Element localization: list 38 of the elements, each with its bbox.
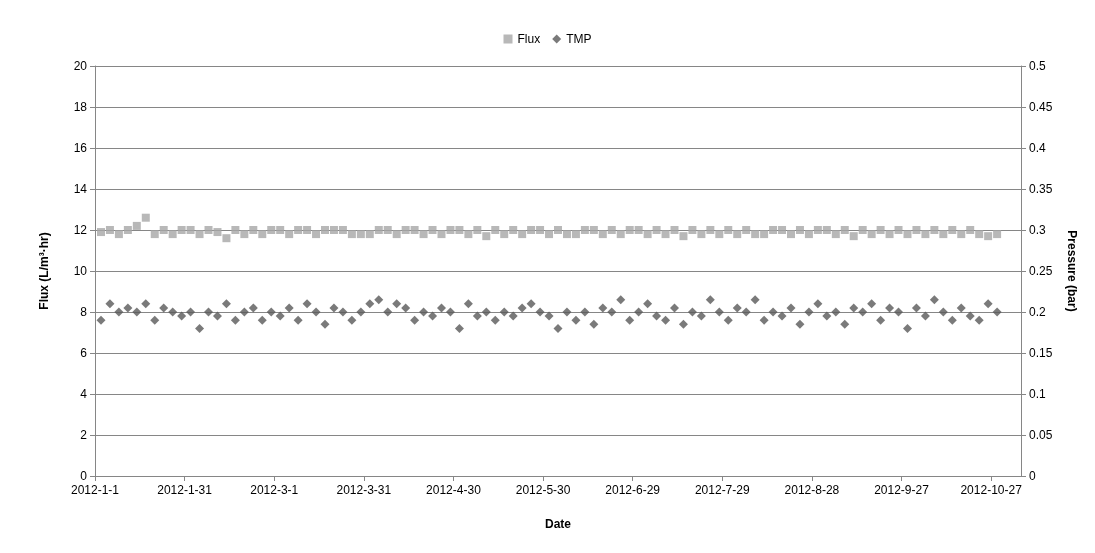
x-tick-label: 2012-3-31 [336, 483, 392, 497]
y-tick-label: 18 [73, 100, 88, 114]
y2-tick-label: 0.5 [1029, 59, 1047, 73]
y-tick-label: 14 [73, 182, 88, 196]
legend-label: TMP [566, 32, 592, 46]
x-tick-label: 2012-3-1 [250, 483, 299, 497]
y2-tick-label: 0.45 [1029, 100, 1053, 114]
y2-tick-label: 0.1 [1029, 387, 1047, 401]
x-tick-label: 2012-1-1 [70, 483, 120, 497]
y-tick-label: 12 [73, 223, 88, 237]
y-tick-label: 8 [80, 305, 88, 319]
y2-tick-label: 0.15 [1029, 346, 1053, 360]
x-tick-label: 2012-1-31 [157, 483, 213, 497]
y-tick-label: 20 [73, 59, 88, 73]
y2-tick-label: 0.25 [1029, 264, 1053, 278]
y-tick-label: 6 [80, 346, 88, 360]
y2-tick-label: 0.2 [1029, 305, 1047, 319]
y2-tick-label: 0.4 [1029, 141, 1047, 155]
x-tick-label: 2012-7-29 [694, 483, 750, 497]
y2-tick-label: 0.05 [1029, 428, 1053, 442]
x-tick-label: 2012-5-30 [515, 483, 571, 497]
y-tick-label: 16 [73, 141, 88, 155]
x-tick-label: 2012-6-29 [605, 483, 661, 497]
x-axis-title: Date [544, 517, 572, 531]
x-tick-label: 2012-10-27 [960, 483, 1023, 497]
y2-axis-title: Pressure (bar) [1065, 230, 1079, 312]
x-tick-label: 2012-8-28 [784, 483, 840, 497]
x-tick-label: 2012-4-30 [426, 483, 482, 497]
x-tick-label: 2012-9-27 [874, 483, 930, 497]
y2-tick-label: 0.3 [1029, 223, 1047, 237]
legend-label: Flux [517, 32, 541, 46]
y2-tick-label: 0.35 [1029, 182, 1053, 196]
y2-tick-label: 0 [1029, 469, 1036, 483]
y-tick-label: 4 [80, 387, 88, 401]
y-axis-title: Flux (L/m³·hr) [37, 232, 51, 310]
y-tick-label: 0 [80, 469, 88, 483]
y-tick-label: 10 [73, 264, 88, 278]
y-tick-label: 2 [80, 428, 88, 442]
